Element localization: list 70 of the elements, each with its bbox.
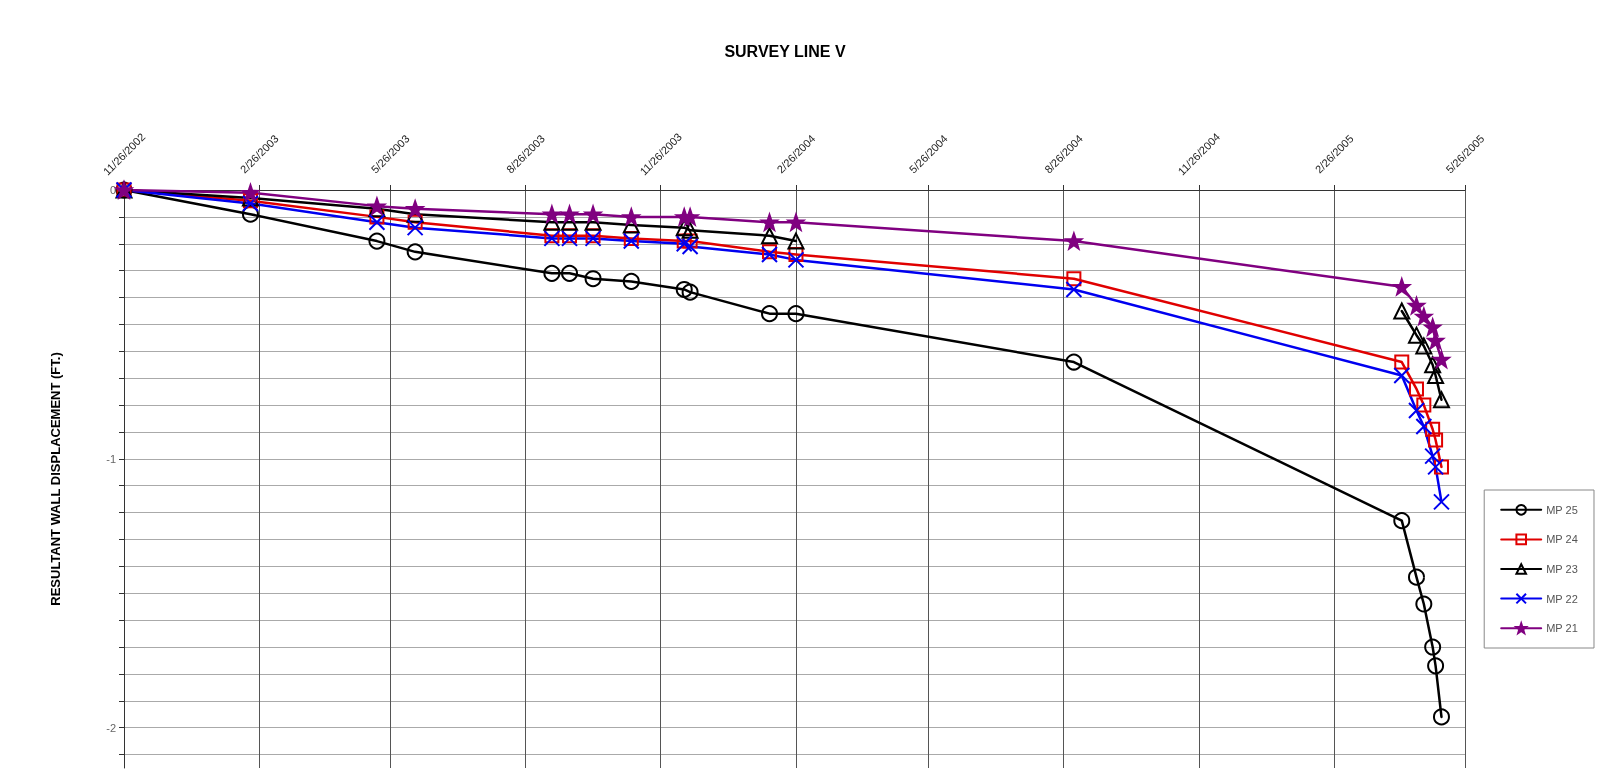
point	[761, 246, 778, 264]
point	[584, 270, 602, 288]
y-tick-label: -2	[106, 721, 116, 734]
point	[1394, 354, 1410, 370]
legend-label: MP 21	[1546, 622, 1578, 635]
point	[368, 213, 386, 231]
point	[681, 208, 699, 226]
point	[1407, 568, 1425, 586]
point	[1415, 337, 1433, 355]
point	[1427, 367, 1445, 384]
point	[1416, 397, 1432, 413]
point	[561, 264, 579, 282]
point	[788, 247, 804, 263]
point	[1066, 271, 1082, 287]
point	[407, 214, 423, 230]
point	[1407, 401, 1425, 419]
point	[675, 235, 693, 253]
y-axis-title: RESULTANT WALL DISPLACEMENT (FT.)	[48, 352, 63, 606]
point	[622, 208, 640, 226]
point	[1432, 493, 1450, 511]
point	[761, 305, 778, 323]
point	[1432, 391, 1450, 409]
point	[406, 219, 424, 237]
point	[1393, 302, 1411, 320]
point	[1407, 297, 1425, 315]
point	[543, 264, 561, 282]
chart-title: SURVEY LINE V	[724, 42, 846, 60]
point	[1408, 381, 1424, 397]
point	[682, 233, 698, 249]
point	[1427, 458, 1445, 476]
point	[1415, 307, 1433, 325]
y-tick-label: 0	[109, 184, 116, 196]
point	[406, 243, 424, 261]
point	[787, 232, 805, 250]
point	[787, 251, 805, 269]
point	[1393, 278, 1411, 296]
point	[368, 232, 386, 250]
point	[1424, 638, 1442, 656]
point	[1432, 708, 1450, 726]
point	[681, 221, 699, 239]
point	[761, 227, 778, 245]
point	[1425, 421, 1441, 437]
point	[1065, 353, 1083, 371]
point	[681, 237, 699, 255]
point	[681, 283, 699, 301]
point	[1433, 459, 1449, 475]
point	[241, 184, 259, 202]
y-tick-label: -1	[106, 452, 116, 465]
legend-label: MP 24	[1546, 533, 1578, 546]
point	[1407, 326, 1425, 344]
point	[1065, 280, 1083, 298]
point	[1415, 595, 1433, 613]
point	[1428, 432, 1444, 448]
point	[369, 209, 385, 225]
legend-label: MP 25	[1546, 503, 1578, 516]
point	[1427, 657, 1445, 675]
point	[406, 200, 424, 218]
point	[1393, 512, 1411, 530]
point	[1427, 332, 1445, 350]
legend-label: MP 23	[1546, 563, 1578, 575]
point	[675, 280, 693, 298]
point	[622, 272, 640, 290]
point	[622, 232, 640, 250]
point	[1424, 356, 1442, 374]
point	[1424, 447, 1442, 465]
point	[1415, 418, 1433, 436]
legend-label: MP 22	[1546, 592, 1578, 605]
point	[787, 305, 805, 323]
point	[1393, 367, 1411, 384]
point	[1432, 350, 1450, 368]
